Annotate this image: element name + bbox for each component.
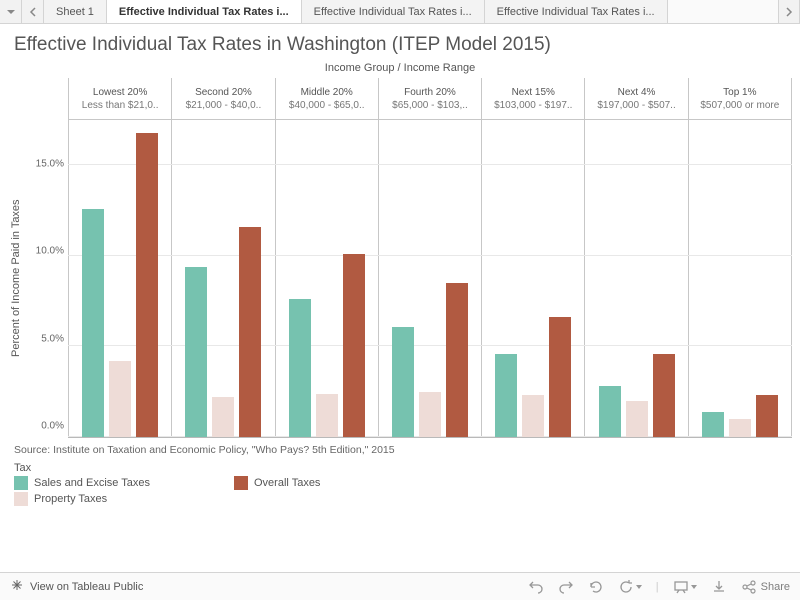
group-header: Lowest 20%Less than $21,0..	[69, 78, 171, 120]
tab-effective-rates-2[interactable]: Effective Individual Tax Rates i...	[302, 0, 485, 23]
bottom-toolbar: View on Tableau Public | Share	[0, 572, 800, 600]
income-group: Middle 20%$40,000 - $65,0..	[275, 78, 378, 437]
scroll-right-button[interactable]	[778, 0, 800, 23]
legend: Sales and Excise Taxes Overall Taxes Prope…	[0, 476, 800, 512]
income-group: Fourth 20%$65,000 - $103,..	[378, 78, 481, 437]
bar-overall[interactable]	[136, 133, 158, 437]
group-range: Less than $21,0..	[71, 99, 169, 112]
group-name: Next 15%	[484, 86, 582, 99]
group-header: Fourth 20%$65,000 - $103,..	[379, 78, 481, 120]
group-header: Top 1%$507,000 or more	[689, 78, 791, 120]
bar-overall[interactable]	[756, 395, 778, 437]
group-range: $21,000 - $40,0..	[174, 99, 272, 112]
legend-item[interactable]: Sales and Excise Taxes	[14, 476, 234, 490]
group-header: Next 15%$103,000 - $197..	[482, 78, 584, 120]
group-header: Middle 20%$40,000 - $65,0..	[276, 78, 378, 120]
y-tick-label: 5.0%	[41, 333, 64, 344]
group-name: Middle 20%	[278, 86, 376, 99]
y-tick-label: 15.0%	[36, 158, 64, 169]
view-on-tableau-label: View on Tableau Public	[30, 581, 143, 593]
bar-overall[interactable]	[343, 254, 365, 437]
income-group: Lowest 20%Less than $21,0..	[68, 78, 171, 437]
chart-title: Effective Individual Tax Rates in Washin…	[0, 24, 800, 62]
legend-swatch	[14, 492, 28, 506]
legend-item[interactable]: Property Taxes	[14, 492, 234, 506]
group-header: Next 4%$197,000 - $507..	[585, 78, 687, 120]
bar-cluster	[276, 120, 378, 437]
share-button[interactable]: Share	[741, 579, 790, 595]
scroll-left-button[interactable]	[22, 0, 44, 23]
tab-effective-rates-1[interactable]: Effective Individual Tax Rates i...	[107, 0, 302, 23]
group-range: $40,000 - $65,0..	[278, 99, 376, 112]
y-tick-label: 0.0%	[41, 421, 64, 432]
bar-cluster	[585, 120, 687, 437]
group-range: $197,000 - $507..	[587, 99, 685, 112]
bar-property[interactable]	[212, 397, 234, 437]
legend-label: Property Taxes	[34, 493, 107, 505]
bar-sales[interactable]	[289, 299, 311, 437]
income-group: Second 20%$21,000 - $40,0..	[171, 78, 274, 437]
axis-superheader: Income Group / Income Range	[8, 62, 792, 78]
legend-title: Tax	[0, 458, 800, 476]
bar-property[interactable]	[419, 392, 441, 437]
legend-swatch	[234, 476, 248, 490]
bar-cluster	[689, 120, 791, 437]
group-name: Top 1%	[691, 86, 789, 99]
source-text: Source: Institute on Taxation and Econom…	[0, 438, 800, 458]
income-group: Top 1%$507,000 or more	[688, 78, 792, 437]
revert-button[interactable]	[588, 579, 604, 595]
group-name: Second 20%	[174, 86, 272, 99]
group-range: $103,000 - $197..	[484, 99, 582, 112]
legend-item[interactable]: Overall Taxes	[234, 476, 454, 490]
legend-swatch	[14, 476, 28, 490]
group-name: Next 4%	[587, 86, 685, 99]
plot-area: Lowest 20%Less than $21,0..Second 20%$21…	[68, 78, 792, 438]
group-range: $507,000 or more	[691, 99, 789, 112]
sheet-tab-bar: Sheet 1 Effective Individual Tax Rates i…	[0, 0, 800, 24]
group-header: Second 20%$21,000 - $40,0..	[172, 78, 274, 120]
download-button[interactable]	[711, 579, 727, 595]
y-tick-label: 10.0%	[36, 246, 64, 257]
bar-property[interactable]	[522, 395, 544, 437]
tab-sheet-1[interactable]: Sheet 1	[44, 0, 107, 23]
group-name: Fourth 20%	[381, 86, 479, 99]
menu-dropdown-button[interactable]	[0, 0, 22, 23]
legend-label: Sales and Excise Taxes	[34, 477, 150, 489]
group-name: Lowest 20%	[71, 86, 169, 99]
view-on-tableau-link[interactable]: View on Tableau Public	[10, 578, 143, 595]
bar-overall[interactable]	[549, 317, 571, 437]
chart-area: Income Group / Income Range Percent of I…	[0, 62, 800, 438]
share-label: Share	[761, 581, 790, 593]
legend-label: Overall Taxes	[254, 477, 320, 489]
undo-button[interactable]	[528, 579, 544, 595]
bar-property[interactable]	[729, 419, 751, 437]
group-range: $65,000 - $103,..	[381, 99, 479, 112]
bar-overall[interactable]	[239, 227, 261, 437]
tableau-logo-icon	[10, 578, 24, 595]
bar-sales[interactable]	[82, 209, 104, 437]
tab-effective-rates-3[interactable]: Effective Individual Tax Rates i...	[485, 0, 668, 23]
bar-sales[interactable]	[495, 354, 517, 437]
y-axis-label: Percent of Income Paid in Taxes	[8, 118, 24, 438]
bar-property[interactable]	[109, 361, 131, 437]
bar-overall[interactable]	[653, 354, 675, 437]
bar-sales[interactable]	[185, 267, 207, 437]
presentation-button[interactable]	[673, 579, 697, 595]
bar-cluster	[69, 120, 171, 437]
y-axis-ticks: 0.0%5.0%10.0%15.0%	[24, 120, 68, 426]
income-group: Next 4%$197,000 - $507..	[584, 78, 687, 437]
bar-cluster	[379, 120, 481, 437]
bar-cluster	[172, 120, 274, 437]
bar-property[interactable]	[626, 401, 648, 437]
bar-sales[interactable]	[702, 412, 724, 437]
bar-overall[interactable]	[446, 283, 468, 437]
redo-button[interactable]	[558, 579, 574, 595]
refresh-button[interactable]	[618, 579, 642, 595]
bar-cluster	[482, 120, 584, 437]
income-group: Next 15%$103,000 - $197..	[481, 78, 584, 437]
bar-sales[interactable]	[599, 386, 621, 437]
bar-sales[interactable]	[392, 327, 414, 437]
bar-property[interactable]	[316, 394, 338, 437]
